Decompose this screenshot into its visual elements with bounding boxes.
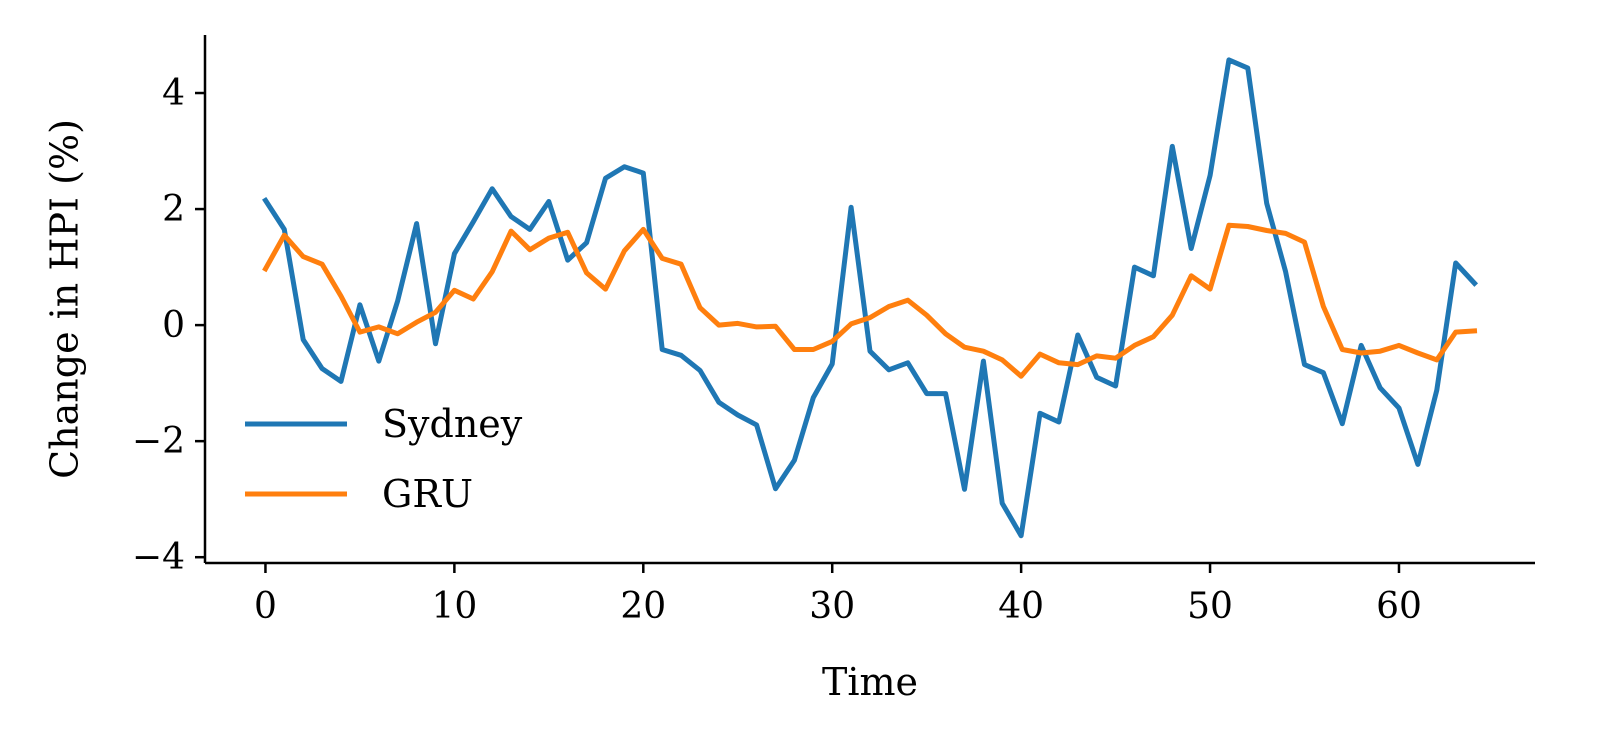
y-tick-label: −4 [132, 537, 185, 578]
series-layer [262, 57, 1479, 539]
axes [203, 35, 1535, 565]
y-ticks: −4 −2 0 2 4 [132, 73, 205, 578]
x-axis-title: Time [822, 660, 918, 704]
legend-label-sydney: Sydney [382, 402, 523, 446]
series-line-gru [262, 222, 1478, 379]
legend-label-gru: GRU [382, 472, 473, 516]
x-tick-label: 10 [431, 586, 477, 627]
x-tick-label: 40 [998, 586, 1044, 627]
legend: Sydney GRU [245, 402, 523, 516]
series-line-sydney [262, 57, 1479, 539]
y-axis-title: Change in HPI (%) [43, 119, 87, 479]
x-tick-label: 20 [620, 586, 666, 627]
x-tick-label: 0 [254, 586, 277, 627]
x-tick-label: 50 [1187, 586, 1233, 627]
y-tick-label: −2 [132, 421, 185, 462]
x-tick-label: 30 [809, 586, 855, 627]
y-tick-label: 0 [162, 305, 185, 346]
y-tick-label: 2 [162, 189, 185, 230]
y-tick-label: 4 [162, 73, 185, 114]
x-ticks: 0 10 20 30 40 50 60 [254, 563, 1422, 627]
x-tick-label: 60 [1376, 586, 1422, 627]
